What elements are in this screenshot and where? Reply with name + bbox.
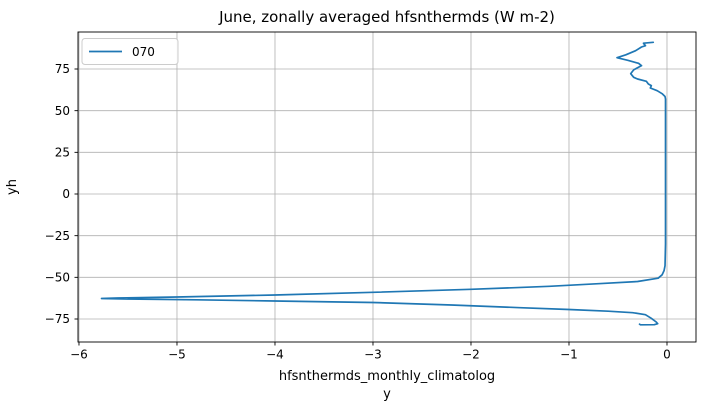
x-tick-label: −3 — [364, 348, 382, 362]
axes-spines — [77, 31, 697, 343]
x-tick-label: −1 — [560, 348, 578, 362]
x-tick-label: −4 — [266, 348, 284, 362]
y-tick-label: 75 — [55, 62, 70, 76]
chart-title: June, zonally averaged hfsnthermds (W m-… — [218, 8, 555, 26]
y-tick-label: −75 — [45, 312, 70, 326]
data-layer — [100, 41, 667, 326]
y-tick-label: 0 — [62, 187, 70, 201]
x-tick-label: −6 — [70, 348, 88, 362]
y-tick-label: −25 — [45, 229, 70, 243]
legend-label: 070 — [132, 45, 155, 59]
x-tick-label: −2 — [462, 348, 480, 362]
spine-layer — [77, 31, 697, 343]
x-tick-label: 0 — [663, 348, 671, 362]
legend-box — [81, 38, 179, 65]
x-axis-label-line2: y — [383, 387, 391, 402]
x-axis-label-line1: hfsnthermds_monthly_climatolog — [279, 369, 495, 384]
tick-layer: −6 −5 −4 −3 −2 −1 0 75 50 25 0 −25 −50 −75 — [45, 62, 671, 361]
y-axis-label: yh — [5, 179, 20, 195]
y-tick-label: −50 — [45, 271, 70, 285]
grid-layer — [78, 32, 696, 342]
legend: 070 — [81, 38, 179, 65]
x-tick-label: −5 — [168, 348, 186, 362]
y-tick-label: 25 — [55, 146, 70, 160]
data-line-070 — [100, 41, 667, 326]
y-tick-label: 50 — [55, 104, 70, 118]
